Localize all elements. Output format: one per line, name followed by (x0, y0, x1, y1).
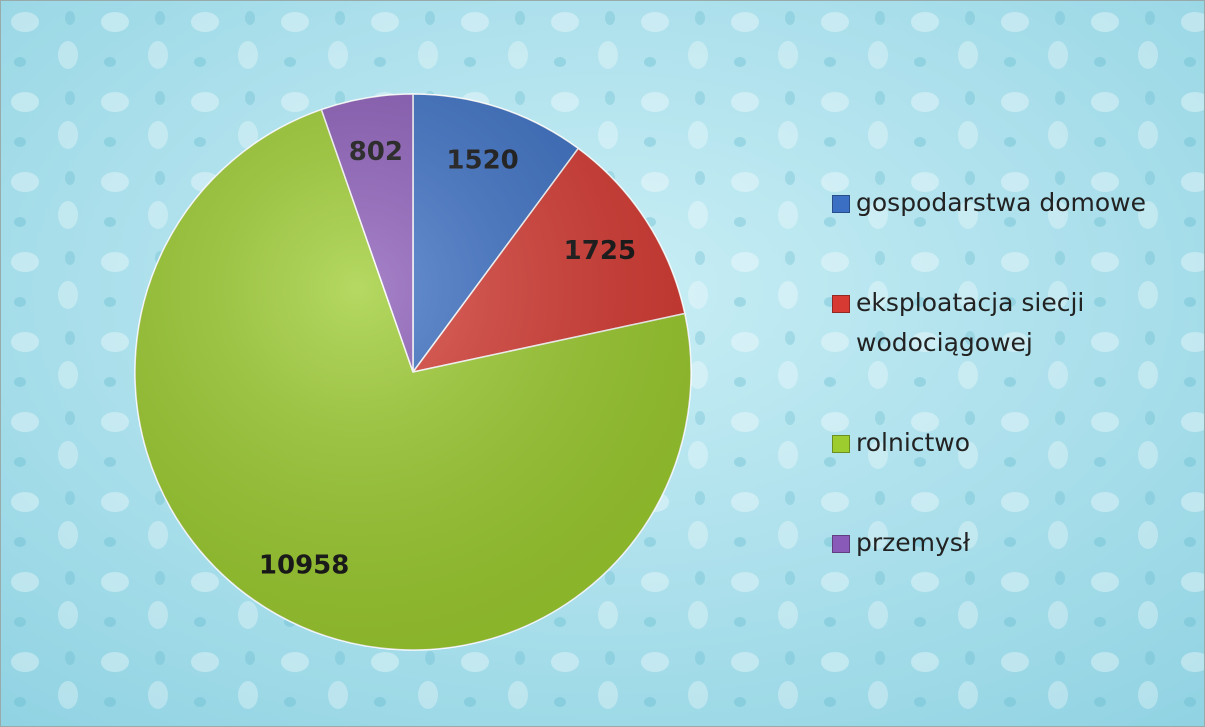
data-label: 1725 (564, 236, 636, 266)
legend-swatch (832, 295, 850, 313)
legend-swatch (832, 435, 850, 453)
legend-item: przemysł (832, 523, 1152, 563)
legend-label: rolnictwo (856, 428, 971, 457)
legend-swatch (832, 195, 850, 213)
legend-swatch (832, 535, 850, 553)
legend-item: rolnictwo (832, 423, 1152, 463)
legend-label: gospodarstwa domowe (856, 188, 1147, 217)
legend-item: gospodarstwa domowe (832, 183, 1152, 223)
data-label: 1520 (446, 145, 518, 175)
legend: gospodarstwa domowe eksploatacja siecji w… (832, 183, 1152, 623)
data-label: 10958 (259, 550, 349, 580)
legend-label: przemysł (856, 528, 970, 557)
legend-label: eksploatacja siecji wodociągowej (856, 288, 1085, 357)
data-label: 802 (349, 137, 403, 167)
legend-item: eksploatacja siecji wodociągowej (832, 283, 1152, 363)
